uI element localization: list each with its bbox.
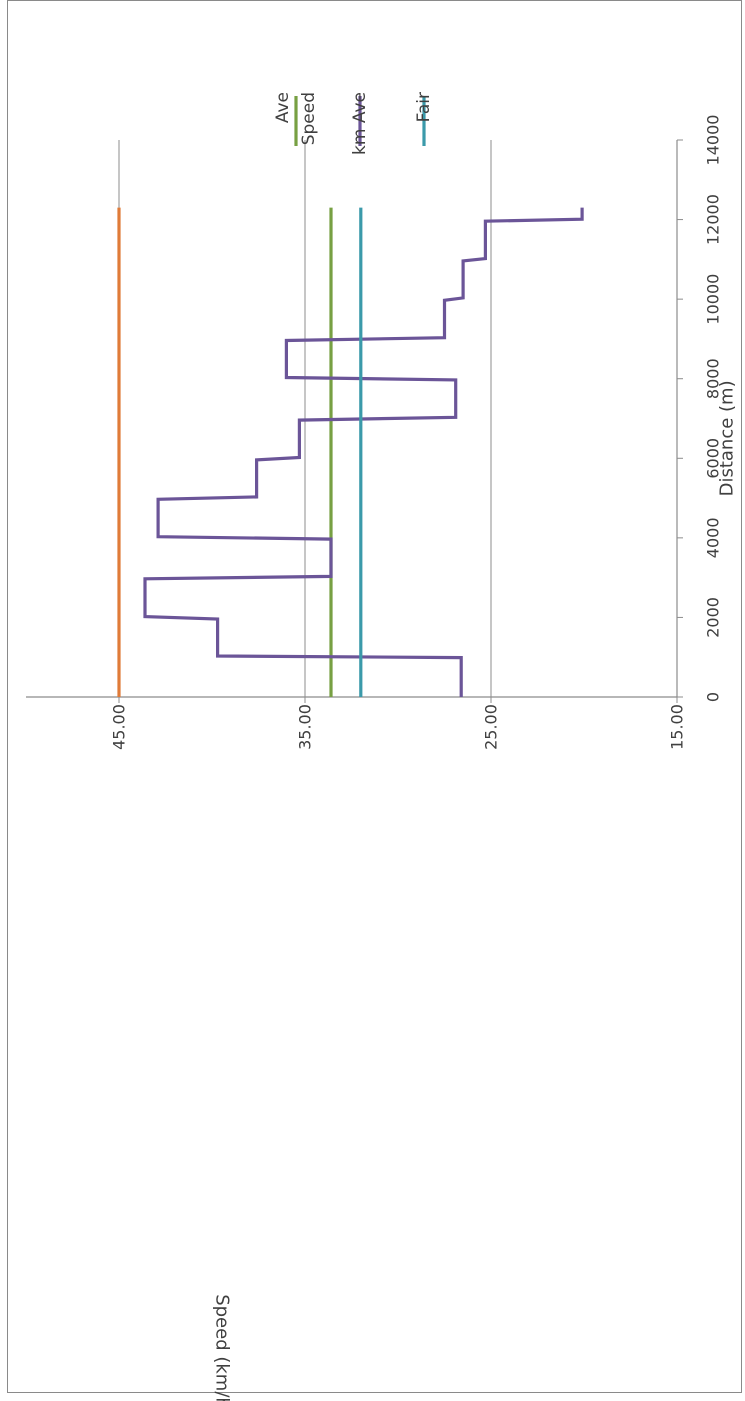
distance-tick-label: 8000	[704, 358, 723, 399]
axis-titles: Distance (m) Speed (km/h)	[212, 380, 738, 1401]
speed-tick-label: 15.00	[668, 704, 687, 750]
legend-label: Speed	[299, 92, 319, 145]
speed-tick-label: 25.00	[482, 704, 501, 750]
distance-tick-label: 14000	[704, 115, 723, 166]
legend-label: Fair	[414, 92, 434, 122]
distance-tick-label: 6000	[704, 438, 723, 479]
km-ave-line	[143, 207, 584, 697]
legend: Ave Speed km Ave Fair	[273, 92, 434, 155]
x-axis-title: Distance (m)	[717, 380, 738, 496]
series-lines	[117, 207, 584, 697]
distance-tick-label: 4000	[704, 517, 723, 558]
distance-tick-label: 2000	[704, 597, 723, 638]
distance-tick-label: 0	[704, 692, 723, 702]
chart-frame	[7, 0, 742, 1393]
tick-labels: 15.00 25.00 35.00 45.00 0 2000 4000 6000 8000 100…	[110, 115, 723, 750]
distance-tick-label: 12000	[704, 194, 723, 245]
axes	[26, 139, 683, 703]
y-axis-title: Speed (km/h)	[212, 1294, 233, 1401]
distance-tick-label: 10000	[704, 274, 723, 325]
speed-tick-label: 45.00	[110, 704, 129, 750]
legend-label: km Ave	[350, 92, 370, 155]
speed-tick-label: 35.00	[296, 704, 315, 750]
legend-label: Ave	[273, 92, 293, 123]
